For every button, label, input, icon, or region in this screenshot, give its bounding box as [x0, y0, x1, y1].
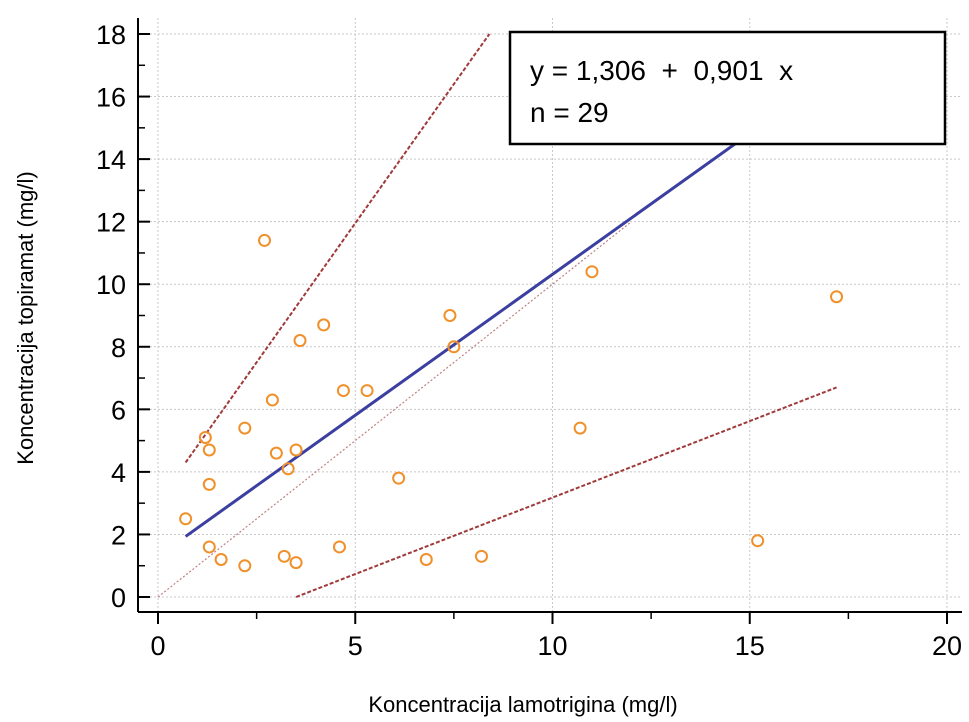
data-point — [202, 540, 216, 554]
y-axis-title: Koncentracija topiramat (mg/l) — [13, 171, 38, 464]
data-point — [277, 549, 291, 563]
data-point — [293, 334, 307, 348]
x-axis-title: Koncentracija lamotrigina (mg/l) — [368, 692, 677, 717]
data-point — [360, 384, 374, 398]
data-point — [585, 265, 599, 279]
x-tick-label: 10 — [537, 631, 567, 661]
legend-frame — [508, 30, 947, 146]
grid-lines — [138, 18, 962, 612]
data-point — [202, 477, 216, 491]
data-point — [336, 384, 350, 398]
x-tick-label: 0 — [150, 631, 165, 661]
data-point — [289, 443, 303, 457]
data-point — [269, 446, 283, 460]
y-tick-label: 6 — [111, 395, 126, 425]
regression-line — [184, 126, 759, 538]
data-point — [447, 340, 461, 354]
data-point — [443, 309, 457, 322]
data-point — [474, 549, 488, 563]
data-point — [179, 512, 193, 526]
data-point — [419, 552, 433, 566]
data-point — [332, 540, 346, 554]
legend-equation: y = 1,306 + 0,901 x — [530, 55, 793, 86]
data-point — [265, 393, 279, 407]
data-point — [281, 462, 295, 476]
upper-confidence-line — [184, 33, 491, 464]
data-point — [392, 471, 406, 485]
legend-box: y = 1,306 + 0,901 x n = 29 — [508, 30, 947, 146]
data-point — [751, 534, 765, 548]
y-tick-label: 16 — [96, 83, 126, 113]
data-point — [238, 559, 252, 573]
x-tick-label: 5 — [348, 631, 363, 661]
y-tick-label: 18 — [96, 20, 126, 50]
identity-line — [157, 221, 632, 598]
legend-sample-size: n = 29 — [530, 97, 609, 128]
data-point — [289, 556, 303, 570]
data-point — [573, 421, 587, 435]
data-point — [258, 233, 272, 247]
y-tick-label: 14 — [96, 145, 126, 175]
axis-ticks: 0 2 4 6 8 10 12 14 16 18 0 5 10 15 20 — [96, 20, 962, 661]
y-tick-label: 12 — [96, 208, 126, 238]
y-tick-label: 4 — [111, 458, 126, 488]
data-point — [238, 421, 252, 435]
lower-confidence-line — [295, 386, 837, 598]
data-points — [179, 233, 844, 573]
data-point — [202, 443, 216, 457]
fit-lines — [157, 33, 837, 598]
y-tick-label: 2 — [111, 520, 126, 550]
y-tick-label: 10 — [96, 270, 126, 300]
data-point — [214, 552, 228, 566]
y-tick-label: 0 — [111, 583, 126, 613]
y-tick-label: 8 — [111, 333, 126, 363]
data-point — [830, 290, 844, 304]
data-point — [198, 430, 212, 444]
x-tick-label: 15 — [735, 631, 765, 661]
x-tick-label: 20 — [932, 631, 962, 661]
data-point — [317, 318, 331, 332]
